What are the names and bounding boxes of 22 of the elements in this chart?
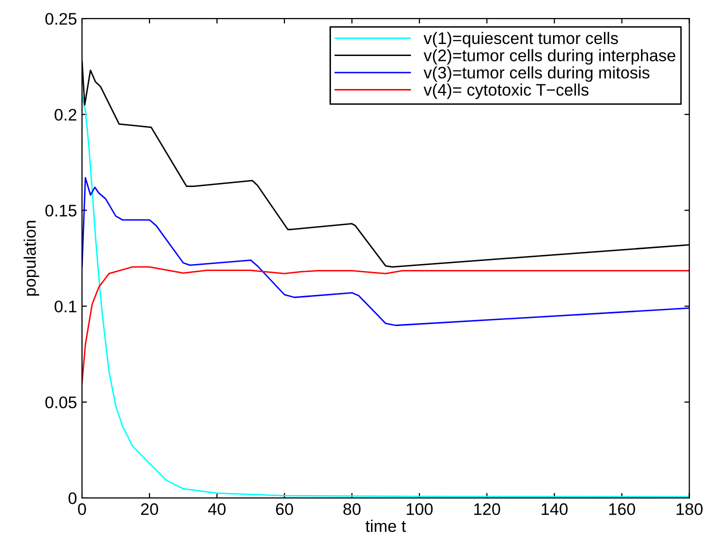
x-tick-label: 120 — [474, 503, 500, 516]
x-tick-label: 80 — [343, 503, 361, 516]
x-tick-label: 160 — [609, 503, 636, 516]
y-tick-label: 0.2 — [54, 108, 76, 121]
x-tick-label: 0 — [78, 503, 86, 516]
legend-label: v(4)= cytotoxic T−cells — [424, 84, 588, 100]
x-tick-label: 60 — [276, 503, 294, 516]
legend-label: v(1)=quiescent tumor cells — [424, 32, 618, 48]
y-tick-label: 0.25 — [45, 12, 76, 25]
x-tick-label: 20 — [141, 503, 158, 516]
x-tick-label: 140 — [542, 503, 568, 516]
y-tick-label: 0 — [68, 492, 76, 504]
legend-label: v(2)=tumor cells during interphase — [424, 49, 676, 65]
x-tick-label: 40 — [208, 503, 226, 516]
x-tick-label: 100 — [406, 503, 433, 516]
x-axis-title: time t — [366, 520, 406, 532]
y-tick-label: 0.15 — [45, 204, 76, 217]
y-tick-label: 0.05 — [45, 396, 76, 408]
y-axis-title: population — [24, 220, 40, 296]
x-tick-label: 180 — [676, 503, 703, 516]
legend-label: v(3)=tumor cells during mitosis — [424, 66, 650, 82]
y-tick-label: 0.1 — [54, 300, 76, 312]
